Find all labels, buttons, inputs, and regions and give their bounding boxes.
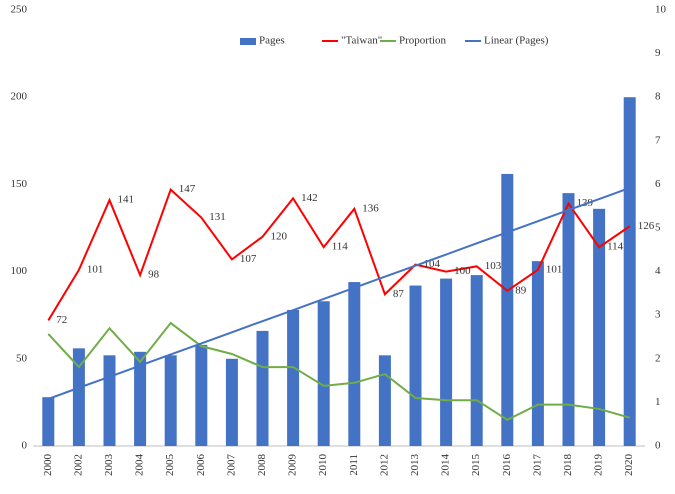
bar — [409, 285, 422, 446]
series-line — [47, 186, 631, 400]
bar — [256, 330, 269, 446]
x-tick-label: 2010 — [317, 454, 329, 477]
data-label: 136 — [362, 202, 379, 214]
bar — [103, 355, 116, 446]
x-tick-label: 2009 — [287, 454, 299, 477]
x-tick-label: 2018 — [562, 454, 574, 477]
bar — [72, 348, 85, 446]
bar — [164, 355, 177, 446]
data-label: 114 — [607, 241, 624, 253]
series-line — [47, 321, 630, 421]
data-label: 147 — [179, 183, 196, 195]
bar — [623, 97, 636, 446]
data-label: 126 — [638, 220, 655, 232]
data-label: 120 — [271, 230, 288, 242]
bar — [378, 355, 391, 446]
bar — [42, 397, 55, 446]
x-tick-label: 2007 — [225, 454, 237, 477]
y-tick-label: 50 — [16, 352, 28, 364]
data-label: 101 — [546, 263, 563, 275]
legend-swatch — [240, 38, 256, 45]
x-tick-label: 2008 — [256, 454, 268, 477]
bar — [531, 261, 544, 446]
bar — [501, 173, 514, 446]
legend-label: "Taiwan" — [341, 35, 382, 47]
x-tick-label: 2012 — [378, 454, 390, 476]
bar — [470, 275, 483, 446]
bar — [317, 301, 330, 446]
bar — [225, 358, 238, 446]
x-tick-label: 2006 — [195, 454, 207, 477]
x-tick-label: 2015 — [470, 454, 482, 477]
y2-tick-label: 6 — [655, 178, 661, 190]
y2-tick-label: 2 — [655, 352, 661, 364]
x-tick-label: 2002 — [72, 454, 84, 476]
bar — [134, 351, 147, 446]
x-tick-label: 2005 — [164, 454, 176, 477]
data-label: 101 — [87, 263, 104, 275]
y-tick-label: 250 — [11, 4, 28, 16]
x-tick-label: 2016 — [501, 454, 513, 477]
legend-label: Pages — [259, 35, 285, 47]
bar — [593, 208, 606, 446]
y-tick-label: 100 — [11, 265, 28, 277]
data-label: 72 — [56, 314, 67, 326]
data-label: 98 — [148, 269, 160, 281]
y2-tick-label: 1 — [655, 396, 661, 408]
data-label: 131 — [209, 211, 226, 223]
legend-label: Proportion — [399, 35, 447, 47]
data-label: 142 — [301, 192, 318, 204]
y2-tick-label: 5 — [655, 222, 661, 234]
x-tick-label: 2013 — [409, 454, 421, 477]
x-tick-label: 2020 — [623, 454, 635, 477]
y2-tick-label: 4 — [655, 265, 661, 277]
x-tick-label: 2017 — [531, 454, 543, 477]
y2-tick-label: 8 — [655, 91, 661, 103]
y-tick-label: 200 — [11, 91, 28, 103]
data-label: 89 — [515, 284, 527, 296]
bar — [195, 344, 208, 446]
legend-label: Linear (Pages) — [484, 35, 549, 47]
y-tick-label: 150 — [11, 178, 28, 190]
y2-tick-label: 10 — [655, 4, 667, 16]
bar — [562, 193, 575, 446]
bar — [348, 282, 361, 446]
data-label: 87 — [393, 288, 405, 300]
y2-tick-label: 9 — [655, 47, 661, 59]
x-tick-label: 2003 — [103, 454, 115, 477]
bar — [287, 309, 300, 446]
y2-tick-label: 7 — [655, 134, 661, 146]
data-label: 107 — [240, 253, 257, 265]
x-tick-label: 2014 — [440, 454, 452, 477]
data-label: 141 — [118, 194, 135, 206]
x-tick-label: 2011 — [348, 454, 360, 476]
y2-tick-label: 3 — [655, 309, 661, 321]
x-tick-label: 2000 — [42, 454, 54, 477]
data-label: 100 — [454, 265, 471, 277]
x-tick-label: 2004 — [134, 454, 146, 477]
data-label: 103 — [485, 260, 502, 272]
y-tick-label: 0 — [22, 440, 28, 452]
series-line — [47, 187, 631, 321]
x-tick-label: 2019 — [593, 454, 605, 477]
data-label: 114 — [332, 241, 349, 253]
bar — [440, 278, 453, 446]
y2-tick-label: 0 — [655, 440, 661, 452]
